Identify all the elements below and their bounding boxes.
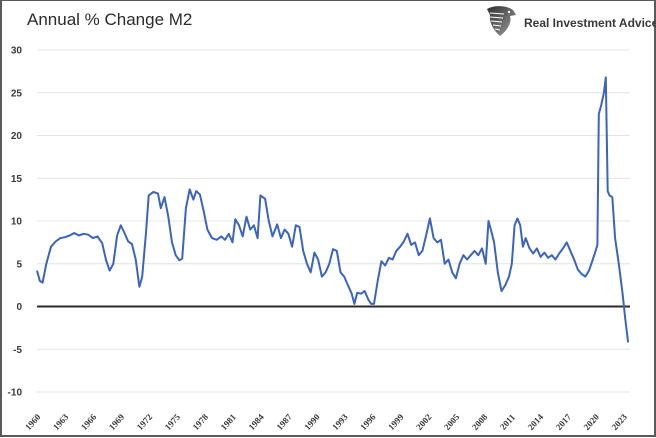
series-line xyxy=(36,76,630,343)
y-tick-label: 0 xyxy=(16,302,22,313)
x-tick-label: 1987 xyxy=(274,412,294,432)
x-tick-label: 2023 xyxy=(610,412,630,432)
x-tick-label: 1993 xyxy=(330,412,350,432)
y-axis: 30 25 20 15 10 5 0 -5 -10 xyxy=(8,46,23,399)
y-tick-label: 30 xyxy=(11,46,23,57)
gridlines xyxy=(37,49,630,393)
y-tick-label: 20 xyxy=(11,131,23,142)
x-tick-label: 1969 xyxy=(107,412,127,432)
chart-title: Annual % Change M2 xyxy=(27,10,193,29)
y-tick-label: -10 xyxy=(8,388,23,399)
y-tick-label: 10 xyxy=(11,217,23,228)
x-axis: 1960 1963 1966 1969 1972 1975 1978 1981 1984 1987… xyxy=(23,412,629,432)
eagle-shield-icon xyxy=(487,6,516,36)
brand-logo: Real Investment Advice xyxy=(484,5,656,37)
x-tick-label: 2017 xyxy=(554,412,574,432)
y-tick-label: 5 xyxy=(16,259,22,270)
x-tick-label: 1966 xyxy=(79,412,99,432)
x-tick-label: 1978 xyxy=(191,412,211,432)
x-tick-label: 1963 xyxy=(51,412,71,432)
x-tick-label: 2014 xyxy=(526,412,546,432)
x-tick-label: 2011 xyxy=(498,412,517,432)
x-tick-label: 2005 xyxy=(442,412,462,432)
brand-name: Real Investment Advice xyxy=(524,16,656,30)
x-tick-label: 2002 xyxy=(414,412,434,432)
y-tick-label: -5 xyxy=(13,345,22,356)
x-tick-label: 1975 xyxy=(163,412,183,432)
y-tick-label: 25 xyxy=(11,88,23,99)
x-tick-label: 1960 xyxy=(23,412,43,432)
x-tick-label: 1984 xyxy=(246,412,266,432)
x-tick-label: 2008 xyxy=(470,412,490,432)
y-tick-label: 15 xyxy=(11,174,23,185)
x-tick-label: 1990 xyxy=(302,412,322,432)
x-tick-label: 1996 xyxy=(358,412,378,432)
series-layer xyxy=(36,76,630,343)
x-tick-label: 1981 xyxy=(219,412,239,432)
x-tick-label: 1999 xyxy=(386,412,406,432)
x-tick-label: 1972 xyxy=(135,412,155,432)
x-tick-label: 2020 xyxy=(582,412,602,432)
